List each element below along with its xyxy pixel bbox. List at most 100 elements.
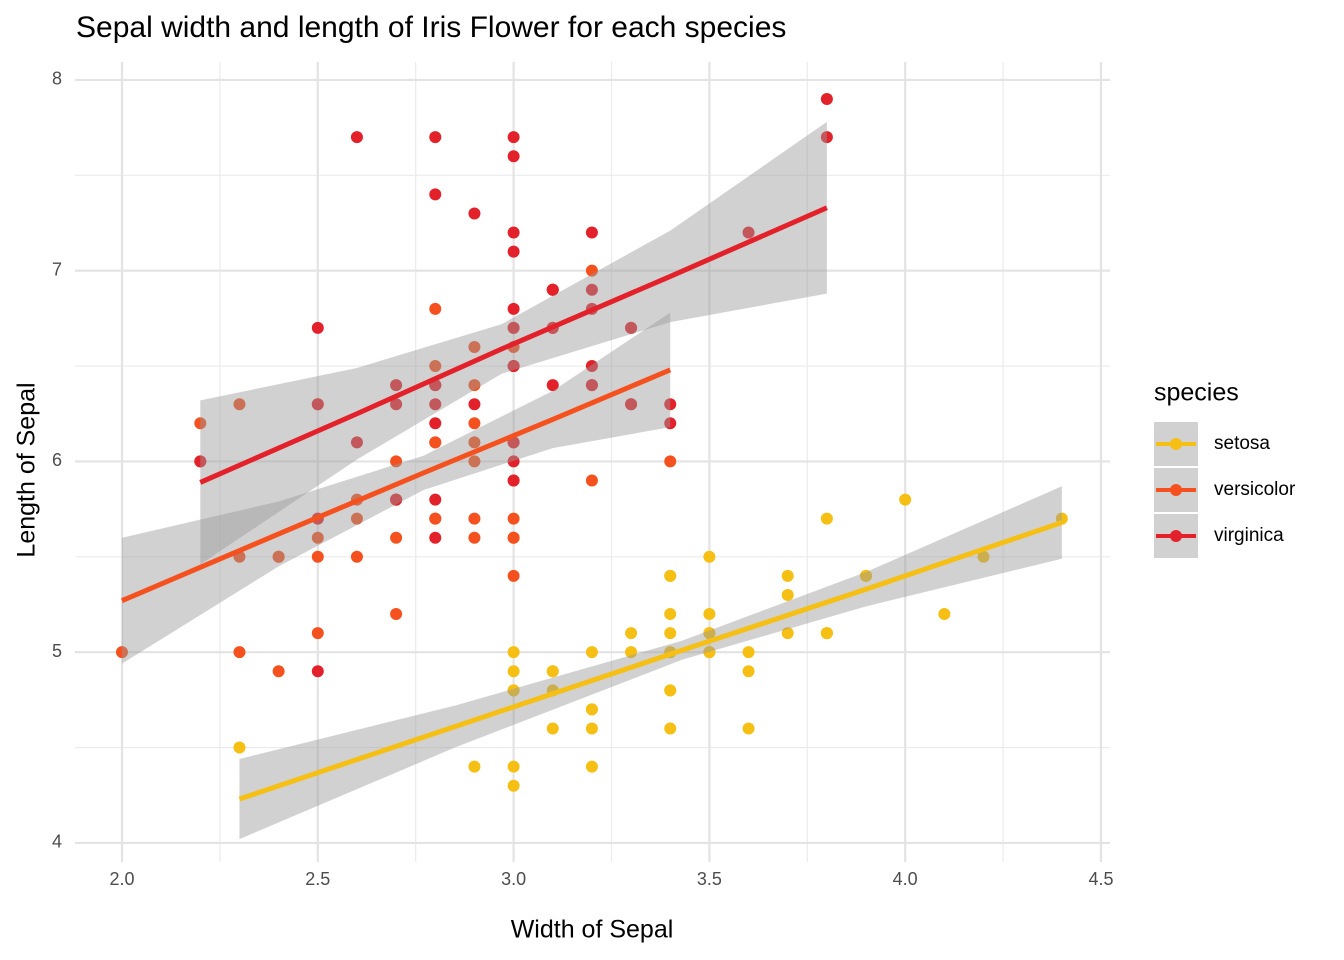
point (390, 608, 403, 621)
point (585, 283, 598, 296)
point (311, 665, 324, 678)
point (507, 360, 520, 373)
point (664, 417, 677, 430)
point (233, 741, 246, 754)
point (625, 646, 638, 659)
y-tick-label: 6 (52, 450, 62, 470)
point (507, 531, 520, 544)
point (507, 760, 520, 773)
point (507, 512, 520, 525)
legend-label: versicolor (1214, 479, 1296, 500)
point (625, 627, 638, 640)
point (546, 283, 559, 296)
point (585, 226, 598, 239)
point (664, 684, 677, 697)
point (860, 569, 873, 582)
point (468, 512, 481, 525)
point (429, 398, 442, 411)
point (468, 379, 481, 392)
point (703, 627, 716, 640)
x-tick-label: 4.5 (1088, 869, 1113, 889)
point (507, 245, 520, 258)
point (429, 512, 442, 525)
x-tick-label: 2.0 (109, 869, 134, 889)
legend-label: setosa (1214, 433, 1270, 454)
y-tick-label: 8 (52, 69, 62, 89)
point (468, 417, 481, 430)
point (899, 493, 912, 506)
point (820, 627, 833, 640)
point (429, 188, 442, 201)
point (350, 550, 363, 563)
confidence-band (121, 312, 671, 664)
point (507, 302, 520, 315)
point (311, 627, 324, 640)
point (311, 531, 324, 544)
point (664, 398, 677, 411)
point (507, 150, 520, 163)
point (233, 398, 246, 411)
point (585, 360, 598, 373)
x-tick-label: 3.5 (697, 869, 722, 889)
point (742, 226, 755, 239)
point (820, 512, 833, 525)
legend: setosa versicolor virginica (1154, 422, 1296, 558)
point (507, 779, 520, 792)
point (311, 321, 324, 334)
point (546, 379, 559, 392)
point (585, 379, 598, 392)
point (429, 493, 442, 506)
legend-label: virginica (1214, 525, 1284, 546)
point (585, 474, 598, 487)
point (585, 646, 598, 659)
point (194, 455, 207, 468)
fit-line (199, 205, 828, 485)
legend-key-point (1170, 530, 1182, 542)
point (585, 264, 598, 277)
point (625, 398, 638, 411)
point (311, 550, 324, 563)
point (938, 608, 951, 621)
point (468, 436, 481, 449)
fits (121, 121, 1063, 840)
point (703, 608, 716, 621)
point (390, 398, 403, 411)
point (390, 379, 403, 392)
point (468, 207, 481, 220)
point (507, 455, 520, 468)
labels: 2.0 2.5 3.0 3.5 4.0 4.5 4 5 6 7 8 (52, 69, 1114, 889)
point (507, 131, 520, 144)
point (820, 93, 833, 106)
x-axis-title: Width of Sepal (511, 916, 674, 944)
x-tick-label: 3.0 (501, 869, 526, 889)
point (781, 588, 794, 601)
fit-line (121, 367, 672, 603)
point (820, 131, 833, 144)
point (272, 665, 285, 678)
point (507, 226, 520, 239)
point (390, 493, 403, 506)
point (664, 608, 677, 621)
point (703, 646, 716, 659)
point (507, 569, 520, 582)
point (468, 531, 481, 544)
point (703, 550, 716, 563)
fit-line (238, 520, 1063, 802)
point (664, 455, 677, 468)
point (507, 684, 520, 697)
point (585, 703, 598, 716)
point (507, 646, 520, 659)
y-axis-title: Length of Sepal (13, 382, 41, 557)
point (507, 474, 520, 487)
point (429, 531, 442, 544)
point (429, 131, 442, 144)
points (115, 93, 1068, 792)
point (468, 455, 481, 468)
legend-title: species (1154, 379, 1239, 407)
y-tick-label: 5 (52, 641, 62, 661)
point (350, 436, 363, 449)
point (468, 340, 481, 353)
legend-key-point (1170, 484, 1182, 496)
point (390, 531, 403, 544)
